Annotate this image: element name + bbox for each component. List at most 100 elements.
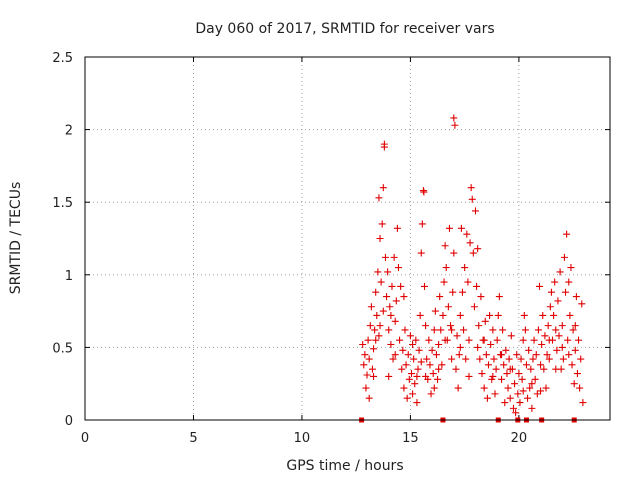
data-point [394,264,402,272]
data-point [363,371,371,379]
data-point [389,355,397,363]
data-point [473,282,481,290]
data-point [565,351,573,359]
data-point [512,409,520,417]
x-tick-label: 5 [189,431,197,446]
data-point [440,278,448,286]
data-point [562,288,570,296]
data-point [489,326,497,334]
data-point [360,361,368,369]
data-point [554,297,562,305]
data-point [414,365,422,373]
data-point [478,370,486,378]
data-point [450,249,458,257]
data-point [552,365,560,373]
data-point [420,188,428,196]
data-point [423,355,431,363]
data-point [545,355,553,363]
data-point [474,343,482,351]
data-point [445,224,453,232]
data-point [397,282,405,290]
data-point [373,311,381,319]
data-point [520,311,528,319]
data-point [396,336,404,344]
data-point [461,264,469,272]
data-point [451,121,459,129]
data-point [417,249,425,257]
data-point [370,372,378,380]
data-point [504,384,512,392]
data-point [568,361,576,369]
data-point [417,358,425,366]
data-point [556,268,564,276]
data-point [480,336,488,344]
data-point [380,143,388,151]
x-tick-label: 10 [294,431,311,446]
data-point [550,311,558,319]
data-point [475,322,483,330]
y-axis-label: SRMTID / TECUs [8,182,24,295]
data-point [465,372,473,380]
data-point [430,326,438,334]
data-point [506,365,514,373]
data-point [463,230,471,238]
data-point [391,351,399,359]
data-point [393,224,401,232]
data-point [398,365,406,373]
data-point [488,375,496,383]
data-point [567,264,575,272]
data-point [558,343,566,351]
data-point [480,384,488,392]
data-point [384,268,392,276]
data-point [383,293,391,301]
data-point [482,351,490,359]
data-point [404,351,412,359]
data-point [470,303,478,311]
data-point [437,326,445,334]
data-point [385,326,393,334]
data-point [447,322,455,330]
data-point [372,288,380,296]
data-point [359,340,367,348]
data-point [527,365,535,373]
data-point [386,303,394,311]
data-point [450,114,458,122]
data-point [495,293,503,301]
data-point [500,361,508,369]
data-point [534,326,542,334]
data-point [544,322,552,330]
data-point [524,394,532,402]
data-point [487,340,495,348]
data-point [402,361,410,369]
data-point [571,322,579,330]
data-point [406,332,414,340]
data-point [372,336,380,344]
data-point [498,375,506,383]
data-point [448,326,456,334]
data-point [575,336,583,344]
data-point [481,317,489,325]
data-point [441,336,449,344]
data-point [392,297,400,305]
data-point [578,300,586,308]
data-point [552,326,560,334]
data-point [486,311,494,319]
data-point [502,346,510,354]
data-point [563,230,571,238]
data-point [410,355,418,363]
data-point [501,399,509,407]
data-point [444,303,452,311]
data-point [564,336,572,344]
data-points [359,114,587,423]
y-tick-label: 1 [65,269,73,284]
data-point [377,278,385,286]
data-point [517,355,525,363]
data-point [421,282,429,290]
data-point [431,307,439,315]
data-point [576,384,584,392]
data-point [366,322,374,330]
data-point [400,384,408,392]
data-point [579,399,587,407]
data-point [371,326,379,334]
data-point [370,345,378,353]
